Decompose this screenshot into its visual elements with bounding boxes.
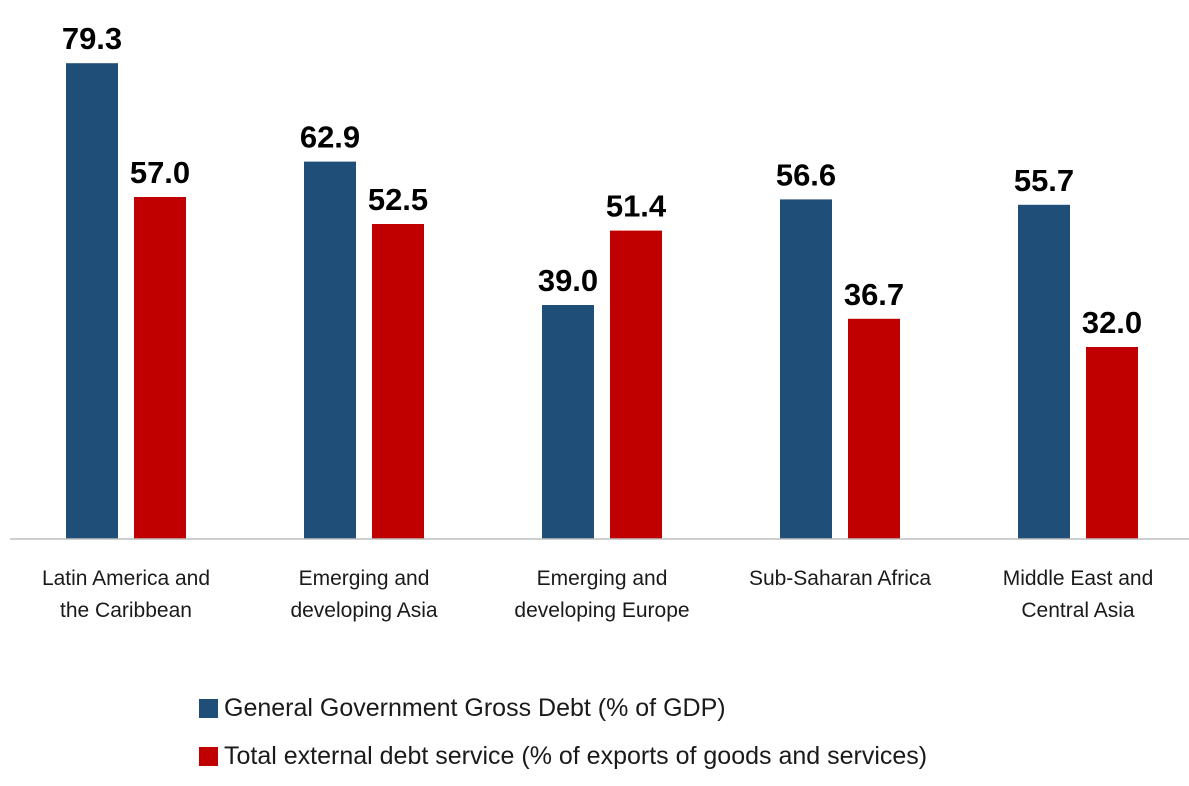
data-label: 52.5 — [368, 182, 428, 217]
data-labels-group: 79.3 62.9 39.0 56.6 55.7 57.0 52.5 51.4 36.7 32.0 — [62, 21, 1142, 340]
category-label: Central Asia — [1021, 599, 1135, 622]
legend-swatch — [199, 746, 218, 766]
data-label: 57.0 — [130, 155, 190, 190]
bar-gross-debt-2 — [542, 305, 594, 539]
category-labels-group: Latin America and the Caribbean Emerging a… — [42, 567, 1153, 622]
bars-group — [66, 63, 1138, 540]
data-label: 32.0 — [1082, 305, 1142, 340]
legend-item-gross-debt: General Government Gross Debt (% of GDP) — [199, 690, 1099, 726]
bar-chart: 79.3 62.9 39.0 56.6 55.7 57.0 52.5 51.4 36.7 32.0… — [10, 21, 1189, 622]
bar-gross-debt-1 — [304, 161, 356, 539]
data-label: 62.9 — [300, 120, 360, 155]
bar-debt-service-1 — [372, 224, 424, 539]
bar-debt-service-2 — [610, 230, 662, 539]
bar-gross-debt-4 — [1018, 204, 1070, 540]
category-label: Middle East and — [1003, 567, 1154, 590]
category-label: Sub-Saharan Africa — [749, 567, 931, 590]
legend-label: Total external debt service (% of export… — [224, 741, 928, 770]
data-label: 39.0 — [538, 263, 598, 298]
bar-gross-debt-0 — [66, 63, 118, 539]
category-label: Emerging and — [537, 567, 668, 590]
legend-label: General Government Gross Debt (% of GDP) — [224, 693, 726, 722]
legend: General Government Gross Debt (% of GDP)… — [199, 690, 1099, 786]
legend-item-debt-service: Total external debt service (% of export… — [199, 738, 1099, 774]
bar-gross-debt-3 — [780, 199, 832, 539]
data-label: 51.4 — [606, 189, 667, 224]
category-label: the Caribbean — [60, 599, 192, 622]
data-label: 36.7 — [844, 277, 904, 312]
data-label: 56.6 — [776, 157, 836, 192]
bar-debt-service-0 — [134, 197, 186, 539]
category-label: developing Europe — [514, 599, 689, 622]
bar-debt-service-4 — [1086, 347, 1138, 539]
legend-swatch — [199, 698, 218, 718]
bar-debt-service-3 — [848, 318, 900, 539]
category-label: Latin America and — [42, 567, 210, 590]
data-label: 55.7 — [1014, 163, 1074, 198]
category-label: developing Asia — [290, 599, 437, 622]
category-label: Emerging and — [299, 567, 430, 590]
data-label: 79.3 — [62, 21, 122, 56]
